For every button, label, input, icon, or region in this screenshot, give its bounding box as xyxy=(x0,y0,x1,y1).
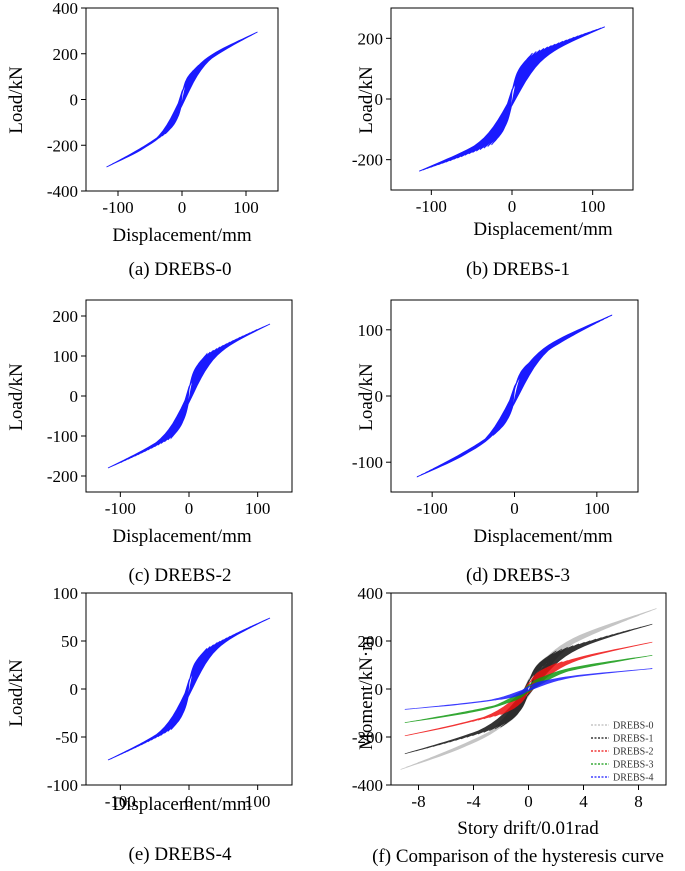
legend-label-drebs-1: DREBS-1 xyxy=(613,734,654,745)
y-axis-label: Load/kN xyxy=(356,66,377,134)
x-tick-label: 0 xyxy=(508,197,517,216)
panel-caption: (c) DREBS-2 xyxy=(129,565,232,586)
y-tick-label: -200 xyxy=(47,136,78,155)
y-tick-label: 200 xyxy=(358,29,384,48)
panel-caption: (a) DREBS-0 xyxy=(129,259,232,280)
x-axis-label: Displacement/mm xyxy=(112,526,252,547)
x-axis-label: Displacement/mm xyxy=(473,219,613,240)
y-axis-label: Moment/kN·m xyxy=(356,636,377,750)
x-axis-label: Displacement/mm xyxy=(473,526,613,547)
chart-panel-d: -100 0 100 -100 0 100 Displacement/mm Load/kN (d… xyxy=(352,299,639,586)
legend-label-drebs-4: DREBS-4 xyxy=(613,773,654,784)
y-tick-label: 100 xyxy=(53,347,79,366)
y-tick-label: 0 xyxy=(375,90,384,109)
x-tick-label: 0 xyxy=(185,792,194,811)
x-tick-label: -8 xyxy=(411,792,425,811)
x-axis-label: Story drift/0.01rad xyxy=(457,818,599,839)
y-tick-label: 200 xyxy=(53,307,79,326)
curves-group xyxy=(107,323,271,469)
chart-panel-c: -100 0 100 -200 -100 0 100 200 Displacement/mm Lo… xyxy=(6,299,293,586)
hysteresis-curve-drebs-4 xyxy=(107,617,271,761)
y-tick-label: 400 xyxy=(53,0,79,18)
panel-caption: (b) DREBS-1 xyxy=(466,259,570,280)
x-tick-label: 100 xyxy=(584,499,610,518)
y-tick-label: 0 xyxy=(70,680,79,699)
chart-panel-b: -100 0 100 -200 0 200 Displacement/mm Load/kN (b… xyxy=(352,7,634,280)
chart-panel-f: -8 -4 0 4 8 -400 -200 0 200 400 Story drift/0.01ra… xyxy=(352,584,667,867)
y-tick-label: -100 xyxy=(352,453,383,472)
y-tick-label: 0 xyxy=(375,680,384,699)
y-axis-label: Load/kN xyxy=(6,363,27,431)
x-tick-label: 100 xyxy=(245,499,271,518)
x-tick-label: -100 xyxy=(102,198,133,217)
plot-frame xyxy=(390,7,634,191)
legend-label-drebs-2: DREBS-2 xyxy=(613,747,654,758)
panel-caption: (f) Comparison of the hysteresis curve xyxy=(372,846,664,867)
curves-group xyxy=(416,314,613,478)
y-tick-label: -400 xyxy=(47,182,78,201)
curves-group xyxy=(106,31,258,168)
chart-panel-a: -100 0 100 -400 -200 0 200 400 Displacement/mm Lo… xyxy=(6,0,279,280)
x-tick-label: -100 xyxy=(105,499,136,518)
x-tick-label: -100 xyxy=(105,792,136,811)
hysteresis-curve-drebs-0 xyxy=(106,31,258,168)
hysteresis-curve-drebs-3 xyxy=(404,655,653,723)
legend: DREBS-0 DREBS-1 DREBS-2 DREBS-3 DREBS-4 xyxy=(591,721,654,784)
x-tick-label: -100 xyxy=(417,499,448,518)
y-tick-label: 200 xyxy=(53,45,79,64)
hysteresis-curve-drebs-1 xyxy=(404,623,653,755)
panel-caption: (e) DREBS-4 xyxy=(129,844,232,865)
hysteresis-curve-drebs-2 xyxy=(404,641,653,737)
x-tick-label: -100 xyxy=(416,197,447,216)
hysteresis-curve-drebs-3 xyxy=(416,314,613,478)
hysteresis-curve-drebs-2 xyxy=(107,323,271,469)
y-axis-label: Load/kN xyxy=(356,363,377,431)
x-tick-label: -4 xyxy=(466,792,481,811)
y-axis-label: Load/kN xyxy=(6,66,27,134)
y-tick-label: -100 xyxy=(47,776,78,795)
y-tick-label: -100 xyxy=(47,427,78,446)
legend-label-drebs-3: DREBS-3 xyxy=(613,760,654,771)
legend-label-drebs-0: DREBS-0 xyxy=(613,721,654,732)
x-tick-label: 8 xyxy=(634,792,643,811)
y-tick-label: -200 xyxy=(47,467,78,486)
x-tick-label: 0 xyxy=(524,792,533,811)
y-tick-label: 0 xyxy=(375,387,384,406)
y-tick-label: 100 xyxy=(53,584,79,603)
y-tick-label: -400 xyxy=(352,776,383,795)
hysteresis-curve-drebs-4 xyxy=(404,668,653,710)
x-tick-label: 4 xyxy=(579,792,588,811)
y-tick-label: 0 xyxy=(70,387,79,406)
x-tick-label: 100 xyxy=(233,198,259,217)
y-axis-label: Load/kN xyxy=(6,659,27,727)
x-axis-label: Displacement/mm xyxy=(112,794,252,815)
x-axis-label: Displacement/mm xyxy=(112,225,252,246)
y-tick-label: -200 xyxy=(352,728,383,747)
y-tick-label: 50 xyxy=(61,632,78,651)
x-tick-label: 0 xyxy=(510,499,519,518)
y-tick-label: 0 xyxy=(70,91,79,110)
hysteresis-curve-drebs-0 xyxy=(400,608,657,770)
curves-group xyxy=(400,608,657,770)
x-tick-label: 100 xyxy=(245,792,271,811)
y-tick-label: -50 xyxy=(55,728,78,747)
hysteresis-curve-drebs-1 xyxy=(419,26,605,172)
y-tick-label: 200 xyxy=(358,632,384,651)
chart-panel-e: -100 0 100-100-50050100Displacement/mmLoad… xyxy=(6,584,293,865)
curves-group xyxy=(419,26,605,172)
y-tick-label: 100 xyxy=(358,321,384,340)
plot-frame xyxy=(390,299,639,493)
x-tick-label: 0 xyxy=(178,198,187,217)
x-tick-label: 100 xyxy=(580,197,606,216)
y-tick-label: -200 xyxy=(352,151,383,170)
x-tick-label: 0 xyxy=(185,499,194,518)
y-tick-label: 400 xyxy=(358,584,384,603)
panel-caption: (d) DREBS-3 xyxy=(466,565,570,586)
curves-group xyxy=(107,617,271,761)
